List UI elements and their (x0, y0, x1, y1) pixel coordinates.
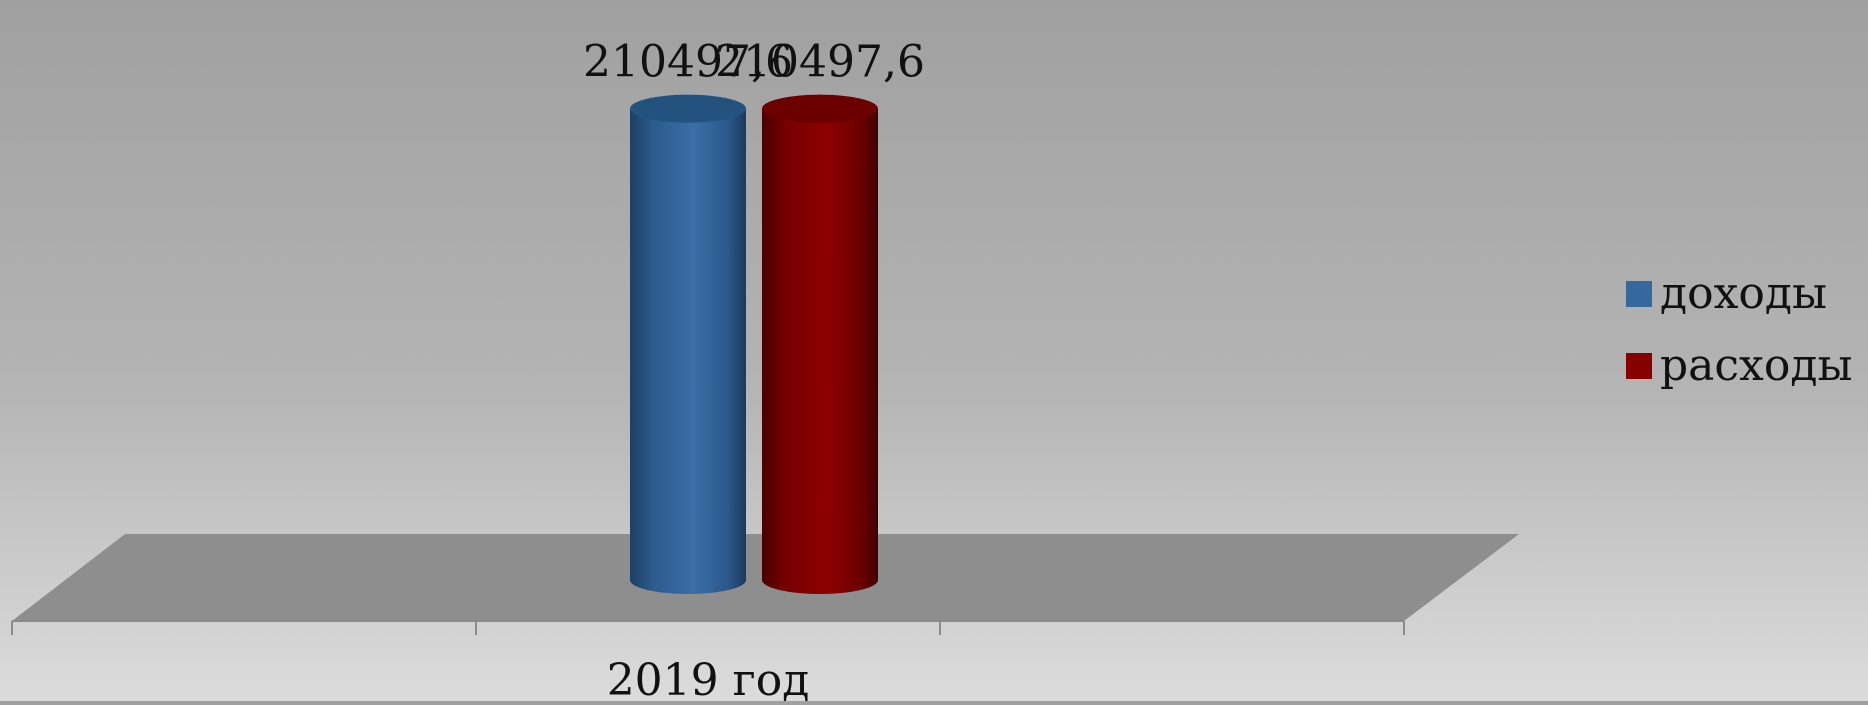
data-label: 210497,6 (583, 37, 793, 88)
legend-swatch-income (1626, 281, 1652, 307)
legend-swatch-expenses (1626, 353, 1652, 379)
legend: доходы расходы (1626, 258, 1852, 402)
x-axis (11, 620, 1405, 635)
legend-label-expenses: расходы (1660, 340, 1853, 391)
legend-item-income: доходы (1626, 258, 1852, 330)
data-label: 210497,6 (715, 37, 925, 88)
legend-item-expenses: расходы (1626, 330, 1852, 402)
x-tick-label: 2019 год (607, 655, 810, 701)
bar-body (630, 108, 746, 594)
bar-top (762, 94, 878, 123)
legend-label-income: доходы (1660, 268, 1827, 319)
bar-body (762, 108, 878, 594)
bar-expenses (762, 94, 878, 594)
bar-top (630, 94, 746, 123)
bar-income (630, 94, 746, 594)
